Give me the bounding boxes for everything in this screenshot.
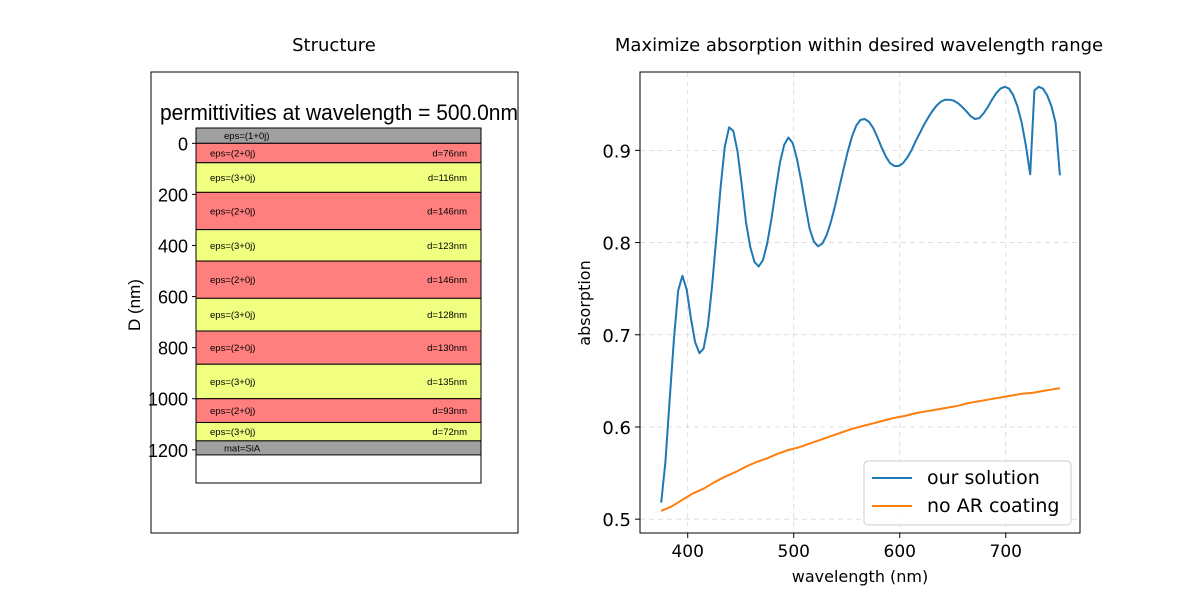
layer-thickness-label: d=72nm: [432, 427, 467, 438]
layer-label: eps=(2+0j): [210, 149, 255, 160]
layer-label: eps=(2+0j): [210, 406, 255, 417]
absorption-title: Maximize absorption within desired wavel…: [615, 35, 1103, 56]
layer-label: eps=(2+0j): [210, 275, 255, 286]
layer-thickness-label: d=116nm: [428, 173, 467, 184]
absorption-panel: Maximize absorption within desired wavel…: [575, 35, 1103, 586]
y-tick-label: 0.9: [602, 141, 631, 162]
series-line-no-ar-coating: [660, 387, 1061, 512]
layer-thickness-label: d=135nm: [427, 377, 467, 388]
depth-axis-label: D (nm): [125, 279, 144, 331]
depth-tick-label: 600: [158, 288, 188, 308]
layer-label: eps=(2+0j): [210, 343, 255, 354]
layer-7: [195, 330, 482, 365]
layer-thickness-label: d=130nm: [427, 343, 467, 354]
layer-label: eps=(3+0j): [210, 377, 255, 388]
layer-label: mat=SiA: [224, 443, 261, 454]
y-tick-label: 0.6: [602, 418, 631, 439]
layer-thickness-label: d=93nm: [432, 406, 467, 417]
structure-panel: Structure permittivities at wavelength =…: [125, 35, 519, 534]
x-tick-label: 700: [990, 542, 1022, 562]
series-line-our-solution: [660, 85, 1061, 503]
y-tick-label: 0.8: [602, 234, 631, 255]
legend-label-our-solution: our solution: [927, 467, 1040, 489]
depth-tick-label: 1000: [148, 390, 188, 410]
layer-label: eps=(3+0j): [210, 173, 255, 184]
layer-plot-frame: [195, 127, 482, 484]
legend-box: [863, 460, 1072, 526]
x-axis-label: wavelength (nm): [792, 567, 929, 586]
x-tick-label: 600: [884, 542, 916, 562]
legend: our solution no AR coating: [863, 460, 1072, 526]
structure-title: Structure: [292, 35, 376, 56]
x-tick-label: 500: [778, 542, 810, 562]
layer-label: eps=(3+0j): [210, 310, 255, 321]
x-tick-label: 400: [671, 542, 703, 562]
depth-ticks: 0 200 400 600 800 1000 1200: [148, 134, 196, 461]
layer-label: eps=(1+0j): [224, 131, 269, 142]
layer-label: eps=(3+0j): [210, 241, 255, 252]
layer-thickness-label: d=146nm: [427, 207, 467, 218]
legend-label-no-ar-coating: no AR coating: [927, 495, 1060, 517]
layer-6: [195, 297, 482, 332]
layer-8: [195, 363, 482, 400]
y-tick-label: 0.5: [602, 510, 631, 531]
y-ticks: 0.5 0.6 0.7 0.8 0.9: [602, 141, 640, 531]
depth-tick-label: 0: [178, 134, 188, 154]
layer-stack: eps=(1+0j) eps=(2+0j) d=76nm eps=(3+0j) d=11…: [195, 127, 482, 456]
layer-thickness-label: d=146nm: [427, 275, 467, 286]
layer-label: eps=(2+0j): [210, 207, 255, 218]
depth-tick-label: 800: [158, 339, 188, 359]
absorption-axes-frame: [639, 71, 1081, 534]
series-lines: [660, 85, 1061, 512]
layer-thickness-label: d=128nm: [427, 310, 467, 321]
layer-thickness-label: d=123nm: [427, 241, 467, 252]
depth-tick-label: 400: [158, 236, 188, 256]
x-ticks: 400 500 600 700: [671, 533, 1022, 562]
depth-tick-label: 200: [158, 185, 188, 205]
structure-inner-title: permittivities at wavelength = 500.0nm: [160, 100, 518, 125]
layer-label: eps=(3+0j): [210, 427, 255, 438]
y-tick-label: 0.7: [602, 326, 631, 347]
y-axis-label: absorption: [575, 260, 594, 345]
layer-thickness-label: d=76nm: [432, 149, 467, 160]
depth-tick-label: 1200: [148, 441, 188, 461]
